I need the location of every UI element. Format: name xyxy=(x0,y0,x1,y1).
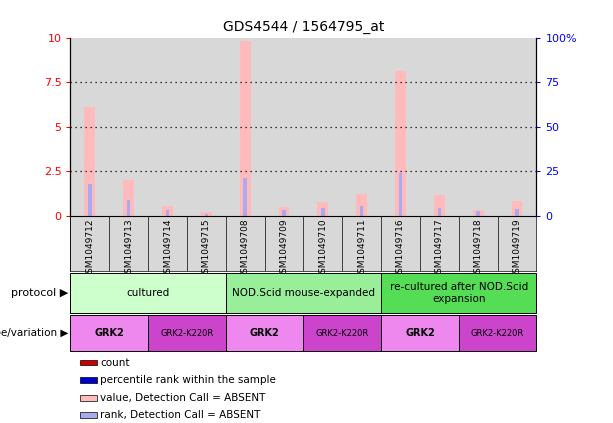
Bar xyxy=(226,38,265,216)
Bar xyxy=(381,273,536,313)
Bar xyxy=(187,38,226,216)
Bar xyxy=(282,209,286,216)
Bar xyxy=(381,315,459,351)
Bar xyxy=(80,395,97,401)
Text: GRK2: GRK2 xyxy=(405,328,435,338)
Bar xyxy=(515,209,519,216)
Bar xyxy=(88,184,92,216)
Bar xyxy=(205,214,208,216)
Bar xyxy=(321,208,325,216)
Bar xyxy=(226,315,303,351)
Bar xyxy=(420,38,459,216)
Bar xyxy=(148,315,226,351)
Bar xyxy=(278,207,289,216)
Bar xyxy=(85,107,96,216)
Text: genotype/variation ▶: genotype/variation ▶ xyxy=(0,328,69,338)
Bar xyxy=(70,315,148,351)
Bar xyxy=(265,38,303,216)
Text: GSM1049716: GSM1049716 xyxy=(396,218,405,279)
Bar xyxy=(303,315,381,351)
Text: GRK2: GRK2 xyxy=(249,328,280,338)
Text: GSM1049717: GSM1049717 xyxy=(435,218,444,279)
Bar xyxy=(356,194,367,216)
Bar xyxy=(342,38,381,216)
Text: GSM1049708: GSM1049708 xyxy=(241,218,249,279)
Text: re-cultured after NOD.Scid
expansion: re-cultured after NOD.Scid expansion xyxy=(390,282,528,304)
Text: GSM1049715: GSM1049715 xyxy=(202,218,211,279)
Bar xyxy=(360,206,364,216)
Bar xyxy=(240,41,251,216)
Bar xyxy=(127,200,131,216)
Text: percentile rank within the sample: percentile rank within the sample xyxy=(101,375,276,385)
Text: cultured: cultured xyxy=(126,288,170,298)
Bar xyxy=(473,209,484,216)
Bar xyxy=(303,38,342,216)
Bar xyxy=(201,212,212,216)
Bar xyxy=(511,201,522,216)
Text: GSM1049709: GSM1049709 xyxy=(280,218,289,279)
Bar xyxy=(438,208,441,216)
Text: GSM1049714: GSM1049714 xyxy=(163,218,172,279)
Text: GSM1049710: GSM1049710 xyxy=(318,218,327,279)
Bar xyxy=(434,195,445,216)
Text: GSM1049719: GSM1049719 xyxy=(512,218,522,279)
Bar xyxy=(498,38,536,216)
Bar xyxy=(162,206,173,216)
Text: count: count xyxy=(101,357,130,368)
Text: GSM1049712: GSM1049712 xyxy=(85,218,94,279)
Text: GRK2-K220R: GRK2-K220R xyxy=(471,329,524,338)
Text: GRK2-K220R: GRK2-K220R xyxy=(161,329,213,338)
Bar xyxy=(148,38,187,216)
Bar xyxy=(70,273,226,313)
Text: rank, Detection Call = ABSENT: rank, Detection Call = ABSENT xyxy=(101,410,261,420)
Text: GSM1049711: GSM1049711 xyxy=(357,218,366,279)
Bar xyxy=(476,212,480,216)
Bar xyxy=(166,209,169,216)
Text: GRK2-K220R: GRK2-K220R xyxy=(316,329,369,338)
Text: value, Detection Call = ABSENT: value, Detection Call = ABSENT xyxy=(101,393,266,403)
Bar xyxy=(459,38,498,216)
Bar xyxy=(80,377,97,383)
Bar xyxy=(318,203,329,216)
Bar xyxy=(123,180,134,216)
Bar xyxy=(395,71,406,216)
Bar xyxy=(109,38,148,216)
Text: GRK2: GRK2 xyxy=(94,328,124,338)
Text: GSM1049713: GSM1049713 xyxy=(124,218,133,279)
Bar xyxy=(80,360,97,365)
Text: GSM1049718: GSM1049718 xyxy=(474,218,482,279)
Bar xyxy=(226,273,381,313)
Bar xyxy=(381,38,420,216)
Bar xyxy=(70,38,109,216)
Title: GDS4544 / 1564795_at: GDS4544 / 1564795_at xyxy=(223,20,384,34)
Bar xyxy=(80,412,97,418)
Bar xyxy=(243,179,247,216)
Bar xyxy=(459,315,536,351)
Text: NOD.Scid mouse-expanded: NOD.Scid mouse-expanded xyxy=(232,288,375,298)
Text: protocol ▶: protocol ▶ xyxy=(11,288,69,298)
Bar xyxy=(398,173,402,216)
